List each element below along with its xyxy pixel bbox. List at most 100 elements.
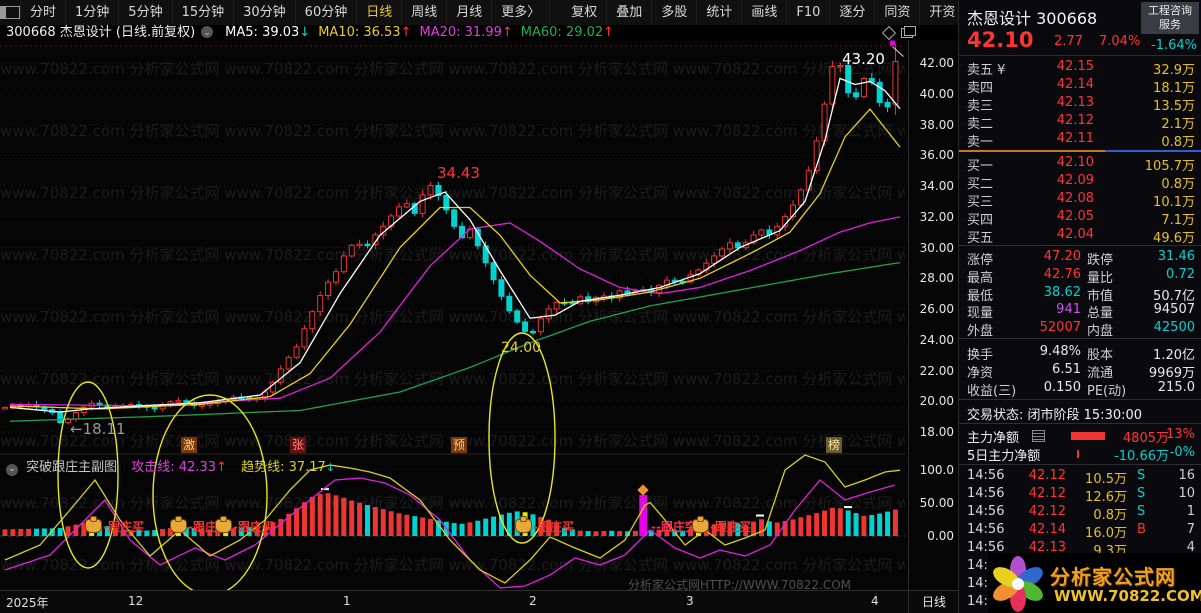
money-bag-icon [515,516,532,533]
collapse-chevron-icon[interactable]: ⌄ [201,26,214,38]
watermark: www.70822.com 分析家公式网 www.70822.com 分析家公式… [0,370,905,388]
bid-row-5[interactable]: 买五 42.04 49.6万 [967,227,1195,246]
brand-site: WWW.70822.COM [1054,587,1201,605]
price-tick: 20.00 [919,394,954,409]
ask-row-1[interactable]: 卖一 42.11 0.8万 [967,131,1195,150]
last-price: 42.10 [967,28,1034,52]
time-tick: 4 [871,594,879,608]
net5-bar [1077,450,1079,458]
period-tab-60分钟[interactable]: 60分钟 [296,0,358,25]
toolbar-F10[interactable]: F10 [787,0,831,25]
attack-line-value: 攻击线: 42.33 [131,460,217,475]
price-tick: 28.00 [919,271,954,286]
price-tick: 18.00 [919,425,954,439]
sub-tick: 50.00 [919,496,954,510]
brand-name: 分析家公式网 [1050,565,1176,589]
period-tabs: 分时 1分钟 5分钟 15分钟 30分钟 60分钟 日线 周线 月线 更多〉 [21,0,551,25]
detail-list-icon[interactable] [1032,430,1045,442]
signal-buy: -跟庄买 [215,516,274,535]
period-tab-更多〉[interactable]: 更多〉 [492,0,551,25]
signal-buy: -跟庄买 [692,516,751,535]
event-marker[interactable]: 激 [181,437,197,453]
period-tab-5分钟[interactable]: 5分钟 [119,0,173,25]
toolbar-画线[interactable]: 画线 [742,0,788,25]
period-tab-周线[interactable]: 周线 [402,0,448,25]
ask-row-4[interactable]: 卖四 42.14 18.1万 [967,77,1195,96]
price-tick: 30.00 [919,240,954,255]
period-tab-分时[interactable]: 分时 [21,0,67,25]
ask-row-2[interactable]: 卖二 42.12 2.1万 [967,113,1195,132]
time-tick: 12 [128,594,144,608]
layout-icon[interactable] [0,0,21,25]
bid-row-2[interactable]: 买二 42.09 0.8万 [967,173,1195,192]
price-annotation: ←18.11 [70,420,126,438]
price-tick: 26.00 [919,302,954,316]
brand-logo: 分析家公式网 WWW.70822.COM [988,553,1201,613]
stat-row: 最低 38.62 市值 50.7亿 [967,284,1195,304]
kline-chart[interactable] [0,40,958,590]
price-tick: 40.00 [919,86,954,101]
stat-row: 外盘 52007 内盘 42500 [967,320,1195,340]
period-tab-30分钟[interactable]: 30分钟 [234,0,296,25]
price-tick: 42.00 [919,56,954,70]
toolbar-逐分[interactable]: 逐分 [830,0,876,25]
bid-row-4[interactable]: 买四 42.05 7.1万 [967,209,1195,228]
net5-row: 5日主力净额 -10.66万 -0% [967,445,1195,464]
ask-row-3[interactable]: 卖三 42.13 13.5万 [967,95,1195,114]
toolbar-统计[interactable]: 统计 [697,0,743,25]
stock-name-code: 杰恩设计 300668 [967,9,1098,28]
price-annotation: 24.00 [501,340,542,356]
bid-row-1[interactable]: 买一 42.10 105.7万 [967,155,1195,174]
popout-window-icon[interactable] [901,26,916,38]
watermark: www.70822.com 分析家公式网 www.70822.com 分析家公式… [0,122,905,140]
period-tab-15分钟[interactable]: 15分钟 [173,0,235,25]
stat-row: 现量 941 总量 94507 [967,302,1195,322]
tick-row: 14:56 42.13 9.3万 4 [967,540,1195,559]
ma-legend: MA5: 39.03↓ [225,25,311,40]
stat-row: 净资 6.51 流通 9969万 [967,361,1195,381]
diamond-tool-icon[interactable] [881,25,897,41]
industry-badge[interactable]: 工程咨询 服务 [1141,2,1199,34]
toolbar-复权[interactable]: 复权 [562,0,608,25]
price-tick: 22.00 [919,363,954,378]
toolbar: 分时 1分钟 5分钟 15分钟 30分钟 60分钟 日线 周线 月线 更多〉 复权 叠加 多股 统计 画线… [0,0,1201,26]
toolbar-同资[interactable]: 同资 [875,0,921,25]
watermark: www.70822.com 分析家公式网 www.70822.com 分析家公式… [0,246,905,264]
bid-row-3[interactable]: 买三 42.08 10.1万 [967,191,1195,210]
time-tick: 2 [529,594,537,608]
indicator-name: 突破跟庄主副图 [26,460,118,475]
toolbar-叠加[interactable]: 叠加 [607,0,653,25]
stat-row: 涨停 47.20 跌停 31.46 [967,249,1195,268]
ma-legend: MA10: 36.53↑ [318,25,412,40]
stat-row: 换手 9.48% 股本 1.20亿 [967,344,1195,363]
period-cell[interactable]: 日线 [908,591,959,613]
tick-row: 14: [967,594,988,609]
period-tab-1分钟[interactable]: 1分钟 [66,0,120,25]
stat-row: 收益(三) 0.150 PE(动) 215.0 [967,379,1195,399]
period-tab-月线[interactable]: 月线 [447,0,493,25]
period-tab-日线[interactable]: 日线 [357,0,403,25]
ask-row-5[interactable]: 卖五 ¥42.15 32.9万 [967,59,1195,78]
event-marker[interactable]: 榜 [826,437,842,453]
chart-title: 300668 杰恩设计 (日线.前复权) [6,25,196,40]
trend-line-value: 趋势线: 37.17 [241,460,326,475]
tick-row: 14:56 42.12 12.6万 S 10 [967,486,1195,505]
time-tick: 2025年 [6,596,49,610]
money-bag-icon [215,516,232,533]
price-annotation: 43.20 [842,50,885,68]
tick-row: 14:56 42.12 0.8万 S 1 [967,504,1195,523]
money-bag-icon [170,516,187,533]
price-tick: 34.00 [919,179,954,193]
trade-status: 交易状态: 闭市阶段 15:30:00 [967,408,1143,423]
event-marker[interactable]: 预 [451,437,467,453]
watermark: www.70822.com 分析家公式网 www.70822.com 分析家公式… [0,494,905,512]
subchart-collapse-icon[interactable]: ⌄ [6,464,18,476]
event-marker[interactable]: 张 [290,437,306,453]
main-net-bar [1071,432,1105,440]
toolbar-多股[interactable]: 多股 [652,0,698,25]
tick-row: 14: [967,576,988,591]
price-change-pct: 7.04% [1099,34,1141,49]
price-tick: 38.00 [919,117,954,132]
money-bag-icon [692,516,709,533]
signal-buy: -跟庄买 [85,516,144,535]
